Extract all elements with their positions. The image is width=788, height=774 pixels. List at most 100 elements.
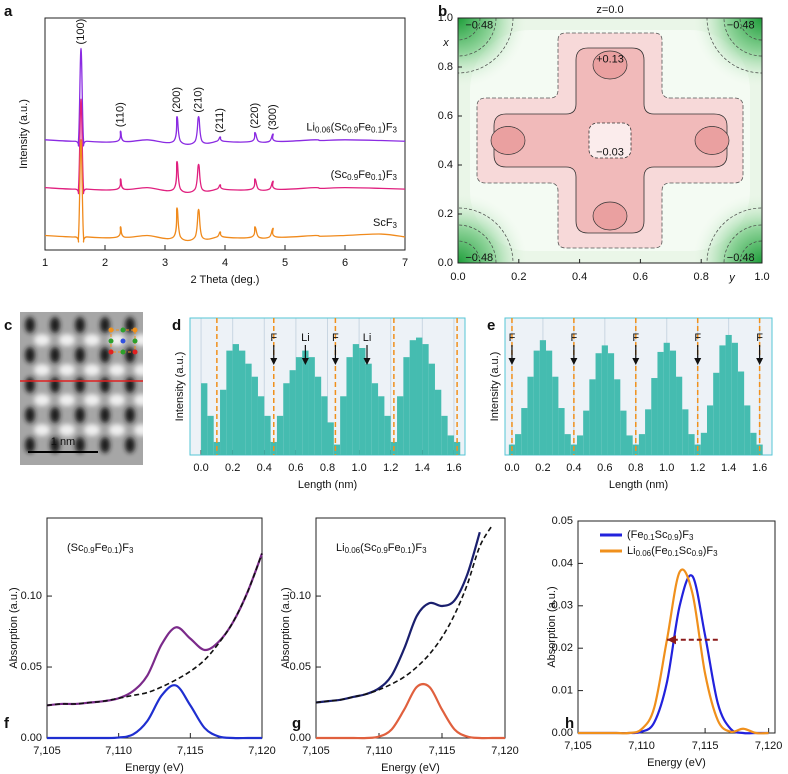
histogram-bar	[264, 415, 271, 455]
x-tick-label: 7,120	[491, 745, 519, 757]
text-run: 3	[393, 125, 398, 134]
histogram-bar	[583, 410, 590, 455]
contour-lobe	[694, 126, 730, 155]
arrow-head	[270, 358, 278, 365]
text-run: 0.9	[84, 546, 96, 555]
histogram-bar	[651, 378, 658, 455]
contour-lobe	[592, 201, 628, 231]
histogram-bar	[352, 344, 360, 455]
arrow-head	[508, 358, 516, 365]
y-axis-label: Intensity (a.u.)	[174, 352, 186, 422]
legend-label: Li0.06(Fe0.1Sc0.9)F3	[627, 545, 718, 558]
x-axis-label: Energy (eV)	[381, 762, 440, 774]
text-run: 3	[129, 546, 134, 555]
peak-label: (200)	[171, 87, 183, 113]
panel-letter: g	[292, 715, 301, 732]
histogram-bar	[731, 342, 738, 455]
histogram-bar	[416, 337, 423, 455]
arrow-head	[694, 358, 702, 365]
x-tick-label: 7,110	[105, 745, 132, 757]
text-run: 3	[689, 533, 694, 542]
text-run: (Fe	[651, 545, 668, 557]
text-run: 0.9	[692, 549, 704, 558]
histogram-bar	[552, 376, 559, 455]
histogram-bar	[441, 415, 448, 455]
plot-frame	[46, 517, 263, 739]
histogram-bar	[546, 350, 553, 455]
panel-letter: a	[4, 3, 13, 20]
text-run: 3	[422, 546, 427, 555]
text-run: Li	[306, 121, 315, 133]
y-tick-label: 0.10	[290, 590, 311, 602]
x-axis-label: Energy (eV)	[125, 762, 184, 774]
histogram-bar	[340, 396, 347, 455]
x-axis-label: Length (nm)	[609, 479, 668, 491]
x-tick-label: 1.4	[415, 462, 430, 474]
x-tick-label: 0.6	[633, 271, 648, 283]
histogram-bar	[515, 434, 522, 455]
histogram-bar	[564, 434, 571, 455]
histogram-bar	[220, 389, 227, 455]
histogram-bar	[434, 389, 442, 455]
histogram-bar	[308, 357, 315, 455]
histogram-bar	[595, 353, 602, 455]
y-axis-label: Absorption (a.u.)	[280, 587, 292, 668]
x-tick-label: 7	[402, 257, 408, 269]
histogram-bar	[657, 351, 664, 455]
histogram-bar	[378, 396, 385, 455]
text-run: )F	[703, 545, 714, 557]
series-line	[316, 682, 505, 740]
x-tick-label: 7,110	[628, 740, 655, 752]
x-tick-label: 7,115	[692, 740, 719, 752]
text-run: Fe	[388, 542, 401, 554]
x-tick-label: 1.6	[752, 462, 767, 474]
x-tick-label: 0.2	[535, 462, 550, 474]
histogram-bar	[589, 379, 596, 455]
text-run: 0.1	[401, 546, 413, 555]
text-run: 0.06	[636, 549, 652, 558]
x-tick-label: 3	[162, 257, 168, 269]
x-tick-label: 0.4	[257, 462, 272, 474]
series-line	[44, 98, 406, 195]
histogram-bar	[327, 422, 334, 455]
corner-well	[692, 18, 762, 88]
text-run: Fe	[358, 121, 371, 133]
histogram-bar	[321, 396, 328, 455]
atom-marker-label: F	[332, 332, 339, 344]
y-tick-label: 0.4	[438, 159, 453, 171]
histogram-bar	[682, 409, 689, 455]
atom-marker-label: F	[632, 332, 639, 344]
y-tick-label: 0.02	[552, 642, 573, 654]
peak-label: (211)	[214, 108, 226, 133]
histogram-bar	[289, 370, 296, 455]
series-line	[44, 139, 406, 243]
x-tick-label: 1.0	[754, 271, 769, 283]
series-line	[47, 684, 262, 740]
x-tick-label: 1.2	[383, 462, 398, 474]
x-tick-label: 0.4	[572, 271, 587, 283]
panel-letter: b	[438, 3, 447, 20]
panel-letter: c	[4, 317, 12, 334]
atom-marker-label: F	[694, 332, 701, 344]
histogram-bar	[314, 376, 322, 455]
v-axis-label: x	[442, 37, 449, 49]
panel-annotation: (Sc0.9Fe0.1)F3	[67, 542, 134, 555]
histogram-bar	[700, 432, 707, 455]
x-tick-label: 1.6	[446, 462, 461, 474]
peak-label: (220)	[249, 103, 261, 129]
histogram-bar	[626, 435, 633, 455]
atom-marker-label: Li	[301, 332, 310, 344]
histogram-bar	[688, 434, 695, 455]
y-tick-label: 0.04	[552, 557, 573, 569]
text-run: )F	[119, 542, 130, 554]
histogram-bar	[333, 444, 341, 455]
histogram-bar	[607, 353, 615, 455]
y-tick-label: 1.0	[438, 12, 453, 24]
contour-label: +0.13	[596, 54, 624, 66]
panel-letter: d	[172, 317, 181, 334]
text-run: Fe	[95, 542, 108, 554]
bright-spots	[34, 334, 143, 436]
series-line	[315, 524, 494, 704]
histogram-bar	[663, 342, 670, 455]
